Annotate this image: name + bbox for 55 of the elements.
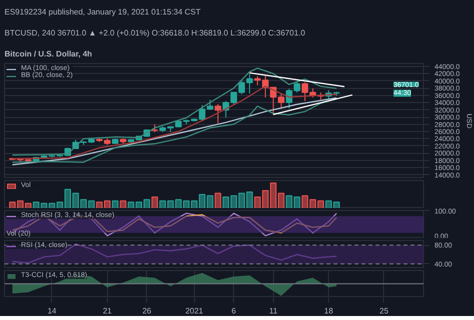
bar — [104, 200, 111, 208]
bar — [310, 199, 316, 208]
bar — [262, 190, 269, 208]
x-tick-label: 18 — [324, 306, 334, 316]
bar — [230, 195, 238, 208]
bar — [40, 202, 48, 208]
bar — [96, 202, 103, 208]
bar — [278, 192, 284, 208]
bar — [317, 200, 324, 208]
bar — [286, 195, 292, 208]
bar — [190, 200, 198, 208]
bar — [80, 199, 87, 208]
bar — [254, 196, 261, 208]
bar — [32, 202, 40, 208]
bar — [151, 196, 158, 208]
candlestick — [214, 104, 222, 124]
bar — [144, 199, 150, 208]
bar — [48, 202, 56, 208]
bar — [17, 200, 24, 208]
bar — [294, 196, 300, 208]
bar — [56, 202, 64, 208]
bar — [198, 194, 206, 208]
text: ES9192234 published, January 19, 2021 01:15:34 CST — [4, 8, 201, 16]
bar — [112, 200, 118, 208]
bar — [214, 192, 222, 208]
x-tick-label: 6 — [232, 306, 237, 316]
x-tick-label: 11 — [269, 306, 278, 316]
bar — [333, 202, 340, 208]
bar — [9, 202, 16, 208]
chart-title: Bitcoin / U.S. Dollar, 4h — [4, 50, 92, 58]
x-tick-label: 25 — [380, 306, 389, 316]
bar — [183, 200, 190, 208]
bar — [175, 199, 182, 208]
x-tick-label: 14 — [47, 306, 57, 316]
bar — [128, 202, 134, 208]
bar — [206, 195, 214, 208]
bar — [24, 202, 32, 208]
x-tick-label: 21 — [102, 306, 112, 316]
bar — [88, 200, 95, 208]
bar — [72, 192, 79, 208]
bar — [302, 195, 308, 208]
bar — [167, 200, 174, 208]
bar — [325, 200, 332, 208]
text: BTCUSD, 240 36701.0 ▲ +2.0 (+0.01%) O:36618.0 H:36819.0 L:36299.0 C:36701.0 — [4, 28, 306, 38]
bar — [270, 182, 277, 208]
x-tick-label: 26 — [142, 306, 152, 316]
bar — [159, 200, 166, 208]
x-tick-label: 2021 — [185, 306, 204, 316]
bar — [120, 200, 126, 208]
bar — [64, 188, 72, 208]
line-series — [12, 244, 338, 264]
bar — [238, 192, 245, 208]
bar — [136, 202, 142, 208]
bar — [222, 196, 230, 208]
bar — [246, 191, 253, 208]
